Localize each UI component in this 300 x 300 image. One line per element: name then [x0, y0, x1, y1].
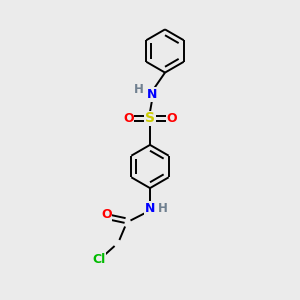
Text: N: N — [145, 202, 155, 215]
Text: O: O — [123, 112, 134, 125]
Text: S: S — [145, 112, 155, 125]
Text: N: N — [147, 88, 158, 101]
Text: H: H — [158, 202, 167, 215]
Text: Cl: Cl — [92, 253, 106, 266]
Text: O: O — [101, 208, 112, 221]
Text: O: O — [166, 112, 177, 125]
Text: H: H — [134, 82, 143, 96]
